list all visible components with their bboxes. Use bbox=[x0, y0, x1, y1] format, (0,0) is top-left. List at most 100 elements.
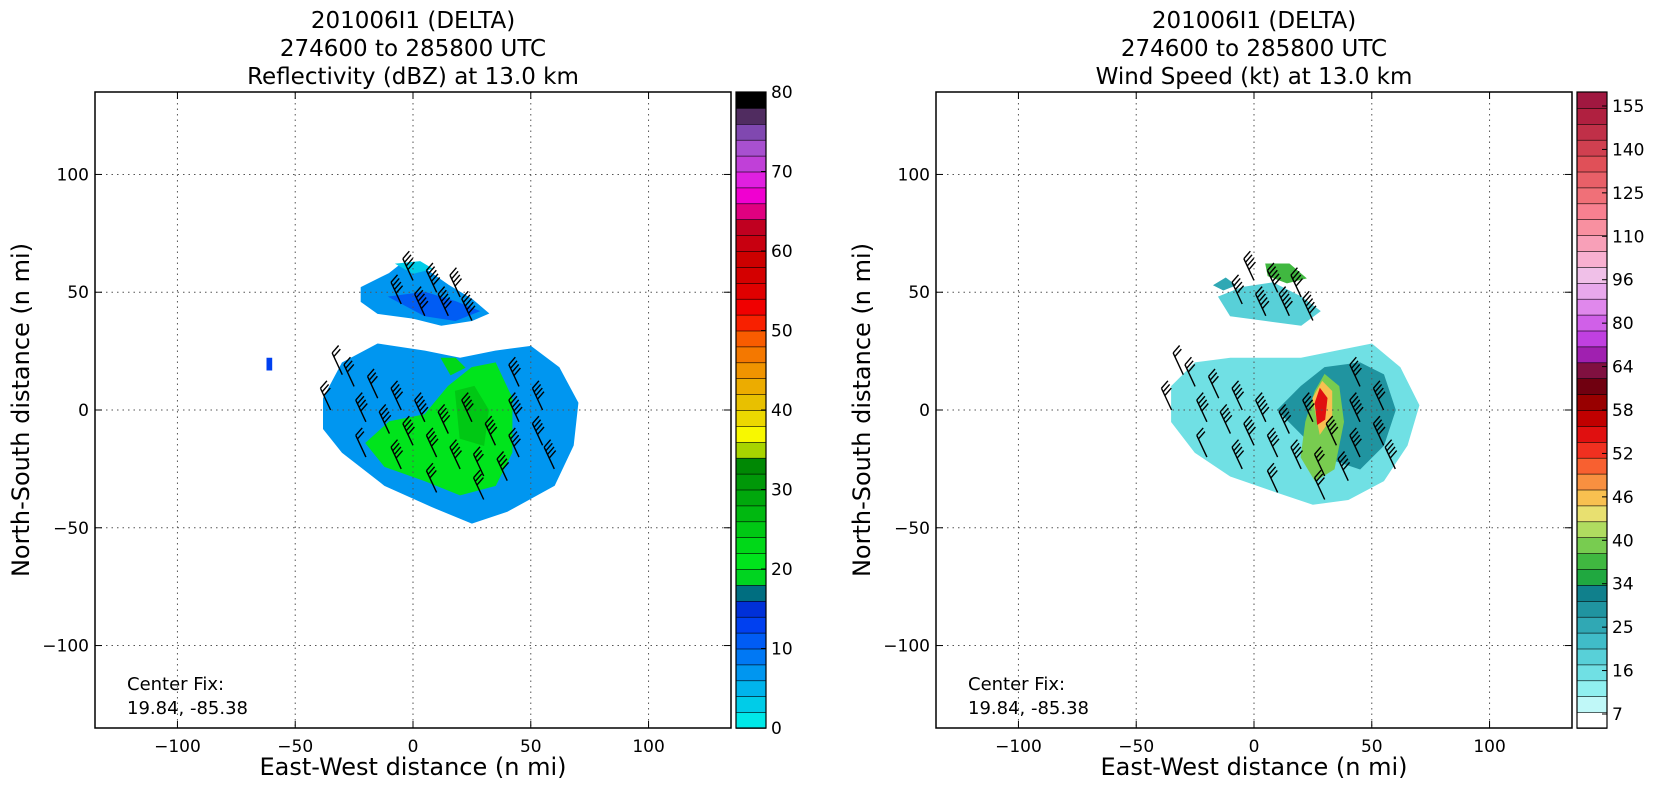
wind-barb bbox=[1231, 380, 1245, 411]
colorbar-cell bbox=[1576, 346, 1608, 364]
colorbar-cell bbox=[1576, 107, 1608, 125]
colorbar-cell bbox=[735, 489, 767, 507]
center-fix-value: 19.84, -85.38 bbox=[127, 698, 248, 719]
wind-barb bbox=[1349, 427, 1362, 458]
colorbar-tick-label: 30 bbox=[771, 481, 793, 501]
wind-barb bbox=[461, 392, 474, 423]
wind-barb bbox=[1372, 415, 1386, 446]
data-region bbox=[440, 357, 466, 376]
colorbar-cell bbox=[735, 664, 767, 682]
colorbar-cell bbox=[735, 425, 767, 443]
colorbar-cell bbox=[735, 139, 767, 157]
colorbar-cell bbox=[735, 266, 767, 284]
colorbar-cell bbox=[735, 695, 767, 713]
wind-barb bbox=[1266, 427, 1280, 458]
panel-wind-speed: 201006I1 (DELTA) 274600 to 285800 UTC Wi… bbox=[848, 8, 1644, 781]
colorbar-tick-label: 58 bbox=[1612, 401, 1634, 421]
colorbar-tick-label: 50 bbox=[771, 322, 793, 342]
colorbar-cell bbox=[1576, 473, 1608, 491]
colorbar-cell bbox=[1576, 377, 1608, 395]
colorbar-tick-label: 155 bbox=[1612, 97, 1644, 117]
wind-barb bbox=[1207, 368, 1220, 399]
colorbar-cell bbox=[735, 584, 767, 602]
colorbar-cell bbox=[735, 234, 767, 252]
center-fix-value: 19.84, -85.38 bbox=[968, 698, 1089, 719]
wind-barb bbox=[1255, 392, 1270, 423]
colorbar-cell bbox=[1576, 409, 1608, 427]
colorbar-cell bbox=[1576, 584, 1608, 602]
colorbar-cell bbox=[735, 91, 767, 109]
colorbar-tick-label: 70 bbox=[771, 163, 793, 183]
wind-barb bbox=[1290, 267, 1304, 298]
x-tick-label: 0 bbox=[408, 737, 419, 757]
colorbar-tick-label: 125 bbox=[1612, 184, 1644, 204]
wind-barb bbox=[402, 250, 415, 281]
wind-barb bbox=[366, 368, 379, 399]
colorbar-tick-label: 80 bbox=[1612, 314, 1634, 334]
data-region bbox=[1212, 277, 1237, 291]
wind-barb bbox=[496, 451, 510, 481]
colorbar-cell bbox=[1576, 632, 1608, 650]
wind-barb bbox=[531, 380, 545, 411]
x-tick-label: 100 bbox=[1473, 737, 1505, 757]
wind-barb bbox=[390, 274, 404, 305]
title-line-2: 274600 to 285800 UTC bbox=[280, 36, 546, 62]
panel-reflectivity: 201006I1 (DELTA) 274600 to 285800 UTC Re… bbox=[7, 8, 793, 781]
colorbar-cell bbox=[735, 171, 767, 189]
x-axis-label: East-West distance (n mi) bbox=[259, 753, 566, 781]
colorbar-tick-label: 40 bbox=[771, 401, 793, 421]
colorbar: 0 10 20 30 40 50 60 70 80 bbox=[735, 83, 793, 739]
wind-barb bbox=[437, 286, 452, 317]
y-tick-label: 0 bbox=[919, 401, 930, 421]
wind-barb bbox=[390, 380, 404, 411]
wind-barb bbox=[343, 356, 355, 387]
colorbar-cell bbox=[735, 409, 767, 427]
colorbar-cell bbox=[1576, 123, 1608, 141]
colorbar-cell bbox=[1576, 489, 1608, 507]
gridlines bbox=[95, 92, 731, 728]
colorbar-cell bbox=[735, 187, 767, 205]
wind-barbs bbox=[319, 250, 557, 500]
colorbar-cell bbox=[1576, 234, 1608, 252]
center-fix-label: Center Fix: bbox=[968, 674, 1065, 695]
wind-barb bbox=[1219, 403, 1233, 434]
colorbar-cell bbox=[735, 632, 767, 650]
y-tick-label: 100 bbox=[57, 165, 89, 185]
colorbar-cell bbox=[735, 648, 767, 666]
wind-barb bbox=[425, 462, 438, 493]
gridlines bbox=[936, 92, 1572, 728]
wind-barb bbox=[449, 439, 463, 470]
colorbar-cell bbox=[1576, 536, 1608, 554]
wind-barb bbox=[1266, 462, 1279, 493]
colorbar-cell bbox=[1576, 250, 1608, 268]
wind-barb bbox=[1278, 403, 1292, 434]
y-tick-label: 50 bbox=[67, 283, 89, 303]
wind-barb bbox=[484, 415, 498, 446]
x-tick-label: −100 bbox=[154, 737, 201, 757]
y-tick-label: 100 bbox=[898, 165, 930, 185]
y-tick-label: −50 bbox=[53, 519, 89, 539]
colorbar-cell bbox=[735, 600, 767, 618]
wind-barb bbox=[390, 439, 404, 470]
colorbar-cell bbox=[1576, 568, 1608, 586]
wind-barb bbox=[1313, 446, 1326, 477]
wind-barb bbox=[437, 403, 451, 434]
colorbar-cell bbox=[735, 123, 767, 141]
axis-ticks: −100 −50 0 50 100 −100 −50 0 50 100 bbox=[883, 92, 1572, 757]
x-tick-label: −50 bbox=[277, 737, 313, 757]
wind-barb bbox=[355, 427, 367, 458]
wind-barb bbox=[1231, 439, 1245, 470]
colorbar-cell bbox=[735, 711, 767, 729]
wind-barb bbox=[1196, 427, 1208, 458]
colorbar-cell bbox=[735, 155, 767, 173]
wind-barb bbox=[1325, 415, 1339, 446]
colorbar-cell bbox=[735, 346, 767, 364]
wind-barb bbox=[508, 427, 521, 458]
colorbar-tick-label: 10 bbox=[771, 640, 793, 660]
colorbar-tick-label: 46 bbox=[1612, 488, 1634, 508]
colorbar-cell bbox=[735, 298, 767, 316]
colorbar-tick-label: 7 bbox=[1612, 705, 1623, 725]
y-axis-label: North-South distance (n mi) bbox=[7, 243, 35, 577]
wind-barb bbox=[543, 439, 557, 470]
